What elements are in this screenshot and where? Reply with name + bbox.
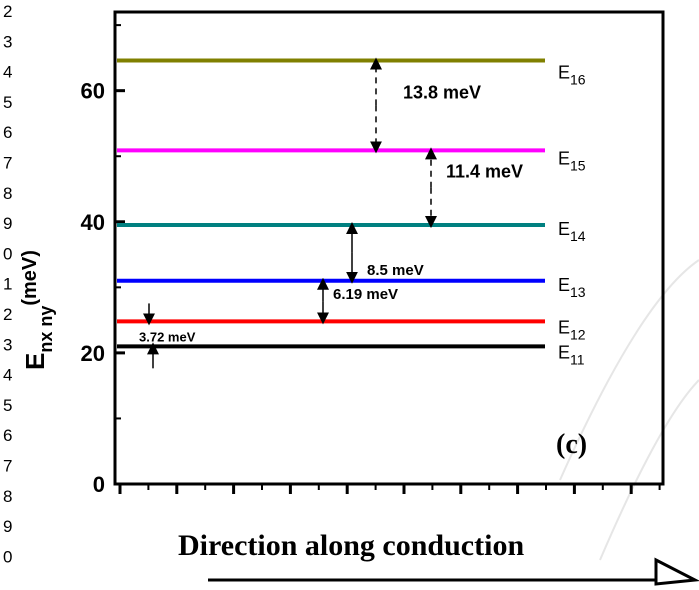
line-number: 9 xyxy=(3,517,12,536)
level-spacing: 8.5 meV xyxy=(352,228,424,279)
level-spacing: 6.19 meV xyxy=(323,284,398,319)
energy-level-label: E12 xyxy=(558,317,586,342)
line-number: 9 xyxy=(3,214,12,233)
line-number: 5 xyxy=(3,93,12,112)
y-tick-label: 0 xyxy=(93,472,105,497)
line-number: 0 xyxy=(3,244,12,263)
spacing-label: 11.4 meV xyxy=(446,162,523,182)
y-axis: 0 20 40 60 xyxy=(81,25,125,497)
level-spacing: 11.4 meV xyxy=(431,153,523,222)
spacing-label: 8.5 meV xyxy=(367,262,424,279)
line-number: 4 xyxy=(3,366,12,385)
line-number: 3 xyxy=(3,32,12,51)
line-number: 6 xyxy=(3,123,12,142)
energy-level-label: E13 xyxy=(558,275,586,300)
energy-level-label: E14 xyxy=(558,219,586,244)
spacing-label: 6.19 meV xyxy=(333,286,398,303)
line-number: 5 xyxy=(3,396,12,415)
line-number: 8 xyxy=(3,184,12,203)
level-spacing: 3.72 meV xyxy=(139,303,196,368)
line-number: 1 xyxy=(3,275,12,294)
line-number: 8 xyxy=(3,487,12,506)
direction-arrow xyxy=(208,560,695,584)
panel-label: (c) xyxy=(556,429,587,460)
watermark xyxy=(560,260,699,560)
y-tick-label: 60 xyxy=(81,79,105,104)
line-number: 3 xyxy=(3,335,12,354)
level-spacing: 13.8 meV xyxy=(376,64,481,148)
y-tick-label: 40 xyxy=(81,210,105,235)
x-axis-label: Direction along conduction xyxy=(178,529,524,562)
energy-level-label: E11 xyxy=(558,342,585,367)
energy-level-label: E15 xyxy=(558,148,586,173)
spacing-label: 3.72 meV xyxy=(139,329,196,344)
line-number: 6 xyxy=(3,426,12,445)
line-number: 4 xyxy=(3,63,12,82)
line-number: 7 xyxy=(3,457,12,476)
line-number: 2 xyxy=(3,2,12,21)
line-number: 2 xyxy=(3,305,12,324)
line-number: 7 xyxy=(3,154,12,173)
y-axis-label: Enx ny(meV) xyxy=(19,250,56,370)
line-number-column: 2 3 4 5 6 7 8 9 0 1 2 3 4 5 6 7 8 9 0 xyxy=(3,2,12,566)
line-number: 0 xyxy=(3,547,12,566)
y-tick-label: 20 xyxy=(81,341,105,366)
spacing-label: 13.8 meV xyxy=(403,82,481,102)
energy-level-label: E16 xyxy=(558,63,586,88)
